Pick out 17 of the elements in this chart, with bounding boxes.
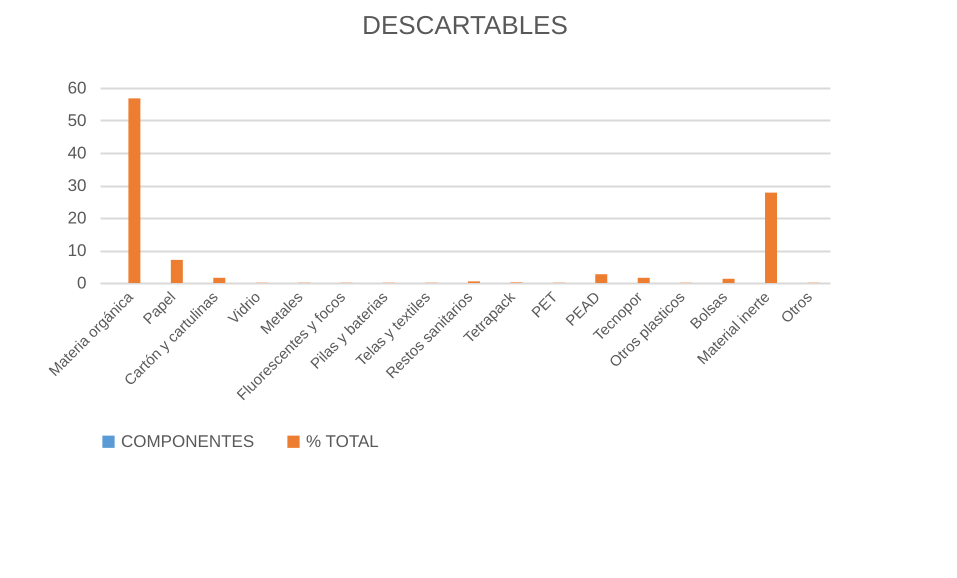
y-tick-label: 50 — [68, 111, 86, 130]
bar — [213, 278, 226, 283]
bar — [722, 278, 735, 283]
y-tick-label: 30 — [68, 176, 86, 195]
bar — [170, 260, 183, 283]
legend-label: COMPONENTES — [121, 432, 254, 451]
legend-label: % TOTAL — [306, 432, 379, 451]
y-tick-label: 10 — [68, 241, 86, 260]
y-tick-label: 40 — [68, 144, 86, 162]
bar — [595, 274, 608, 283]
y-tick-label: 60 — [68, 78, 86, 98]
y-tick-label: 20 — [68, 208, 86, 228]
y-tick-label: 0 — [77, 274, 86, 292]
bar — [765, 192, 778, 283]
bar — [638, 278, 650, 283]
chart-title: DESCARTABLES — [362, 10, 568, 40]
bar — [128, 98, 140, 283]
